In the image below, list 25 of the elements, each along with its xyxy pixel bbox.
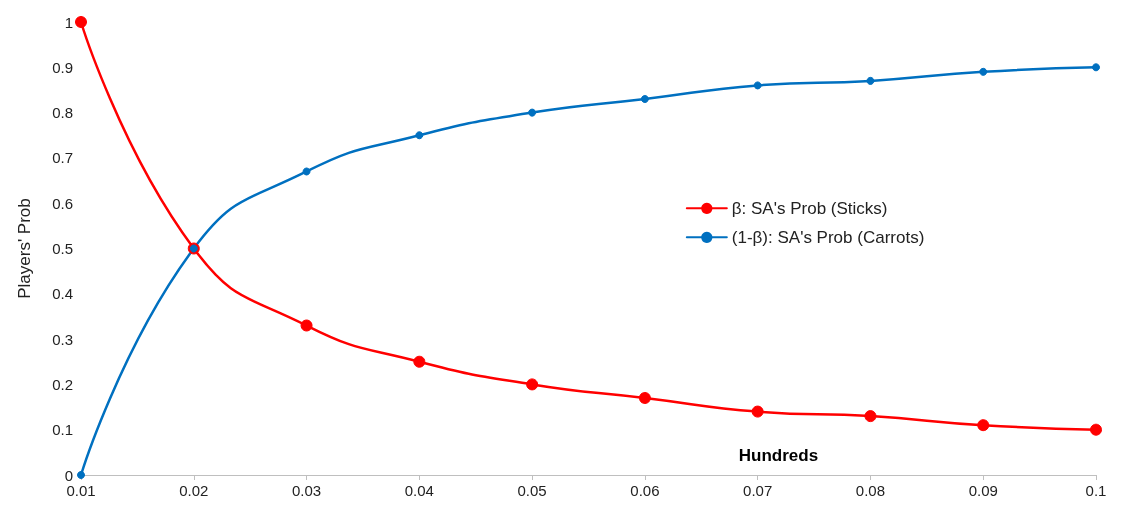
x-tick-label: 0.01: [66, 482, 96, 499]
x-tick-label: 0.04: [404, 482, 434, 499]
y-tick-label: 0.6: [52, 194, 73, 212]
y-tick-label: 0.1: [52, 421, 73, 439]
y-tick-label: 0: [64, 466, 73, 484]
legend-label: β: SA's Prob (Sticks): [731, 198, 888, 218]
x-tick-label: 0.06: [630, 482, 660, 499]
x-axis-title: Hundreds: [738, 446, 819, 465]
x-tick-label: 0.02: [179, 482, 209, 499]
y-tick-label: 0.3: [52, 330, 73, 348]
x-tick-label: 0.07: [743, 482, 773, 499]
y-tick-label: 0.4: [52, 285, 73, 303]
y-tick-label: 0.8: [52, 104, 73, 122]
y-tick-label: 0.7: [52, 149, 73, 167]
x-tick-label: 0.1: [1085, 482, 1107, 499]
y-tick-label: 1: [64, 13, 73, 31]
y-axis-title: Players' Prob: [15, 198, 34, 299]
x-tick-label: 0.09: [968, 482, 998, 499]
x-tick-label: 0.08: [855, 482, 886, 499]
x-tick-label: 0.03: [291, 482, 322, 499]
y-tick-label: 0.5: [52, 240, 73, 257]
x-tick-label: 0.05: [517, 482, 547, 499]
y-tick-label: 0.9: [52, 58, 73, 76]
y-tick-label: 0.2: [52, 375, 73, 393]
legend-label: (1-β): SA's Prob (Carrots): [731, 227, 925, 247]
